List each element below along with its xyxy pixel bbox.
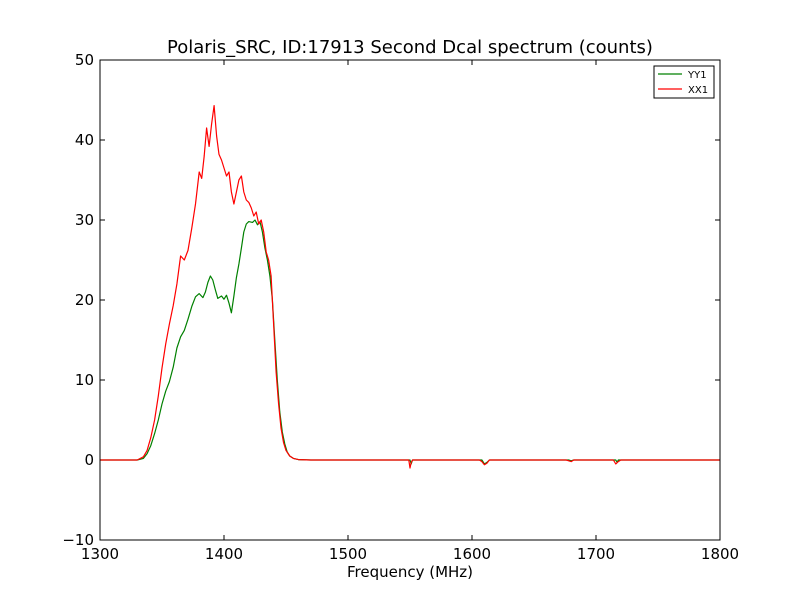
- x-axis-ticks: 1300 1400 1500 1600 1700 1800: [81, 60, 739, 563]
- y-tick-label: 10: [75, 371, 94, 389]
- y-tick-label: 40: [75, 131, 94, 149]
- x-tick-label: 1500: [329, 545, 367, 563]
- x-tick-label: 1400: [205, 545, 243, 563]
- legend-label-xx1: XX1: [688, 85, 708, 96]
- y-tick-label: −10: [62, 531, 94, 549]
- legend-box: [653, 65, 715, 99]
- y-tick-label: 30: [75, 211, 94, 229]
- y-tick-label: 50: [75, 51, 94, 69]
- series-line-xx1: [100, 105, 720, 469]
- y-tick-label: 0: [84, 451, 94, 469]
- y-axis-ticks: −10 0 10 20 30 40 50: [62, 51, 720, 549]
- chart-title: Polaris_SRC, ID:17913 Second Dcal spectr…: [167, 37, 653, 58]
- plot-frame: [99, 59, 721, 541]
- x-tick-label: 1600: [453, 545, 491, 563]
- x-tick-label: 1700: [577, 545, 615, 563]
- legend-label-yy1: YY1: [687, 70, 707, 81]
- series-layer: [100, 105, 720, 469]
- x-tick-label: 1300: [81, 545, 119, 563]
- x-axis-label: Frequency (MHz): [347, 563, 473, 581]
- x-tick-label: 1800: [701, 545, 739, 563]
- y-tick-label: 20: [75, 291, 94, 309]
